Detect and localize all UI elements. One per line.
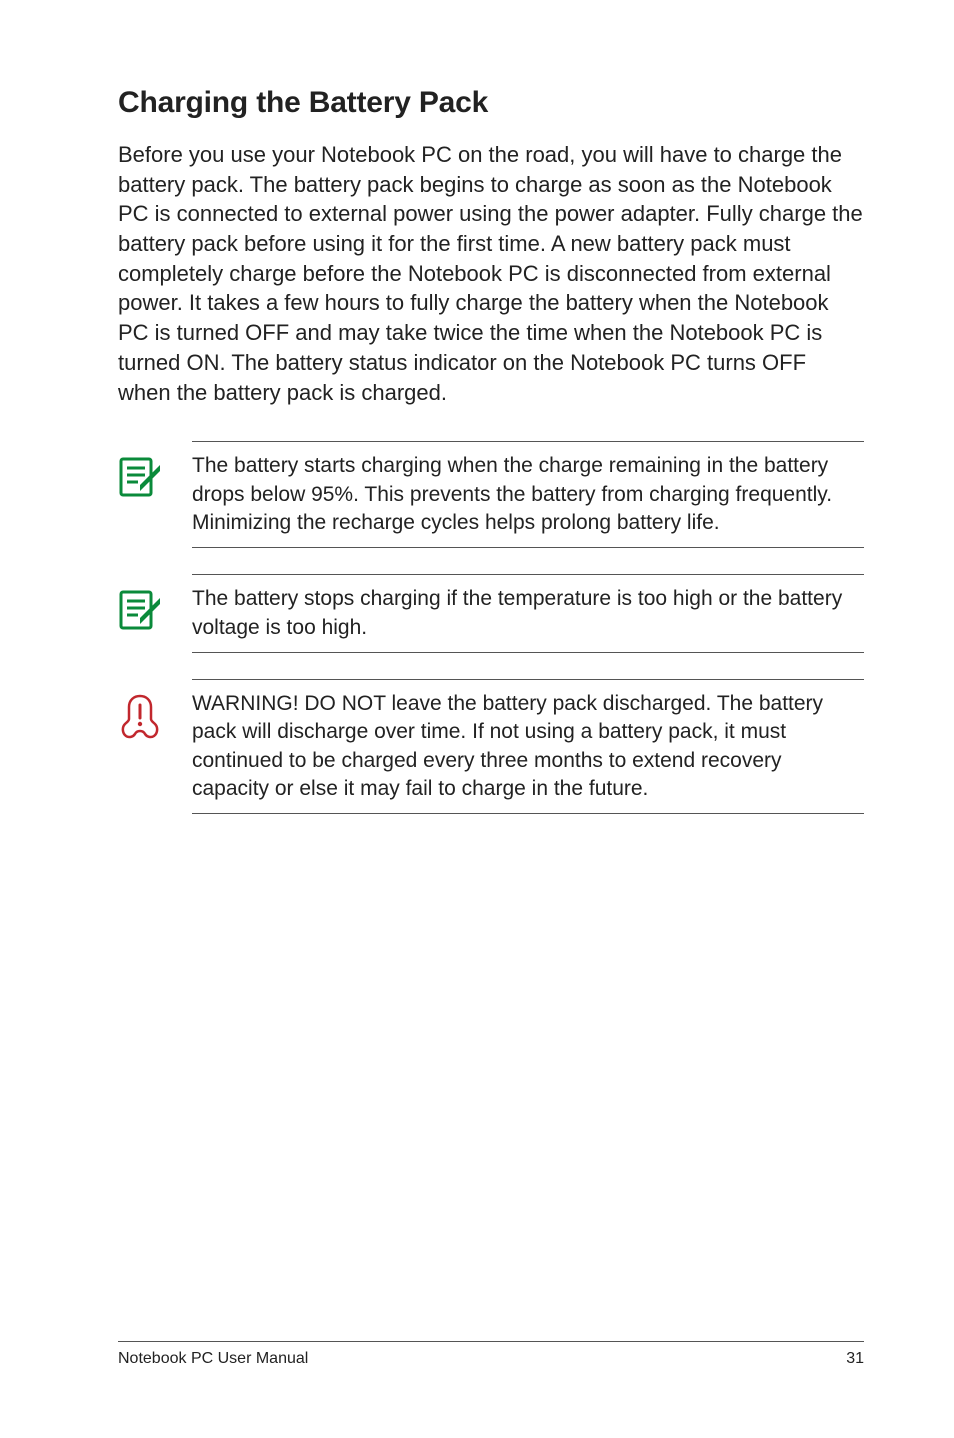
section-heading: Charging the Battery Pack: [118, 86, 864, 120]
warning-icon: [118, 679, 192, 739]
footer-page-number: 31: [846, 1350, 864, 1368]
intro-paragraph: Before you use your Notebook PC on the r…: [118, 140, 864, 407]
warning-text: WARNING! DO NOT leave the battery pack d…: [192, 679, 864, 814]
note-block: The battery starts charging when the cha…: [118, 441, 864, 548]
note-block: The battery stops charging if the temper…: [118, 574, 864, 653]
note-text: The battery stops charging if the temper…: [192, 574, 864, 653]
note-text: The battery starts charging when the cha…: [192, 441, 864, 548]
note-icon: [118, 441, 192, 501]
page-content: Charging the Battery Pack Before you use…: [0, 0, 954, 814]
page-footer: Notebook PC User Manual 31: [118, 1341, 864, 1368]
footer-title: Notebook PC User Manual: [118, 1350, 308, 1368]
warning-block: WARNING! DO NOT leave the battery pack d…: [118, 679, 864, 814]
note-icon: [118, 574, 192, 634]
